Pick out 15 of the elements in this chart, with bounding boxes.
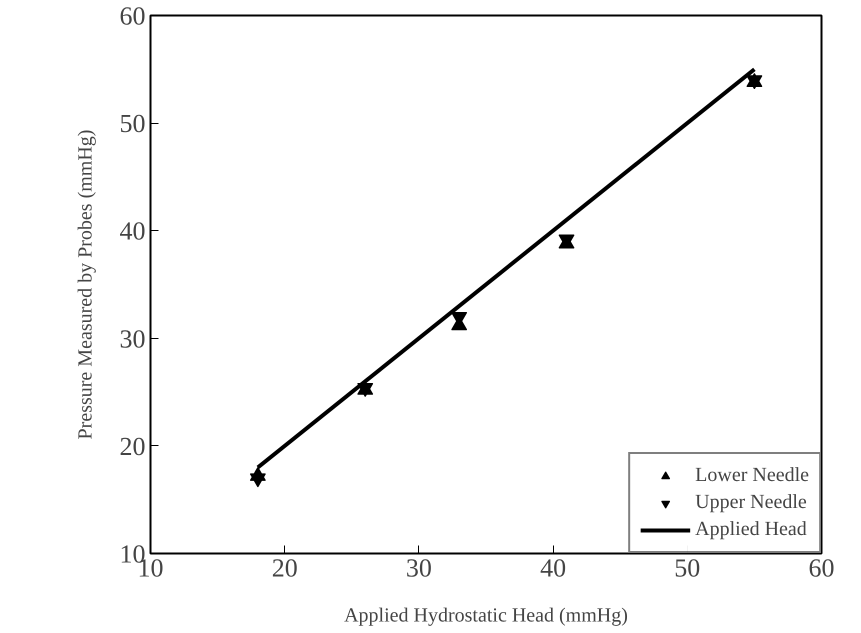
x-tick-label: 40 — [540, 554, 566, 582]
legend-label: Lower Needle — [695, 464, 809, 487]
y-tick-label: 20 — [120, 432, 146, 461]
x-tick-label: 30 — [406, 554, 432, 582]
y-tick-label: 30 — [120, 324, 146, 354]
y-tick-label: 50 — [120, 109, 146, 138]
y-axis-title: Pressure Measured by Probes (mmHg) — [74, 130, 96, 440]
x-tick-label: 60 — [808, 554, 834, 582]
x-tick-label: 50 — [674, 554, 700, 582]
legend-label: Applied Head — [695, 518, 807, 541]
y-tick-label: 40 — [120, 216, 146, 246]
x-axis-title: Applied Hydrostatic Head (mmHg) — [344, 604, 628, 626]
legend-label: Upper Needle — [695, 491, 807, 514]
y-tick-label: 60 — [120, 2, 146, 30]
x-tick-label: 20 — [272, 554, 298, 582]
